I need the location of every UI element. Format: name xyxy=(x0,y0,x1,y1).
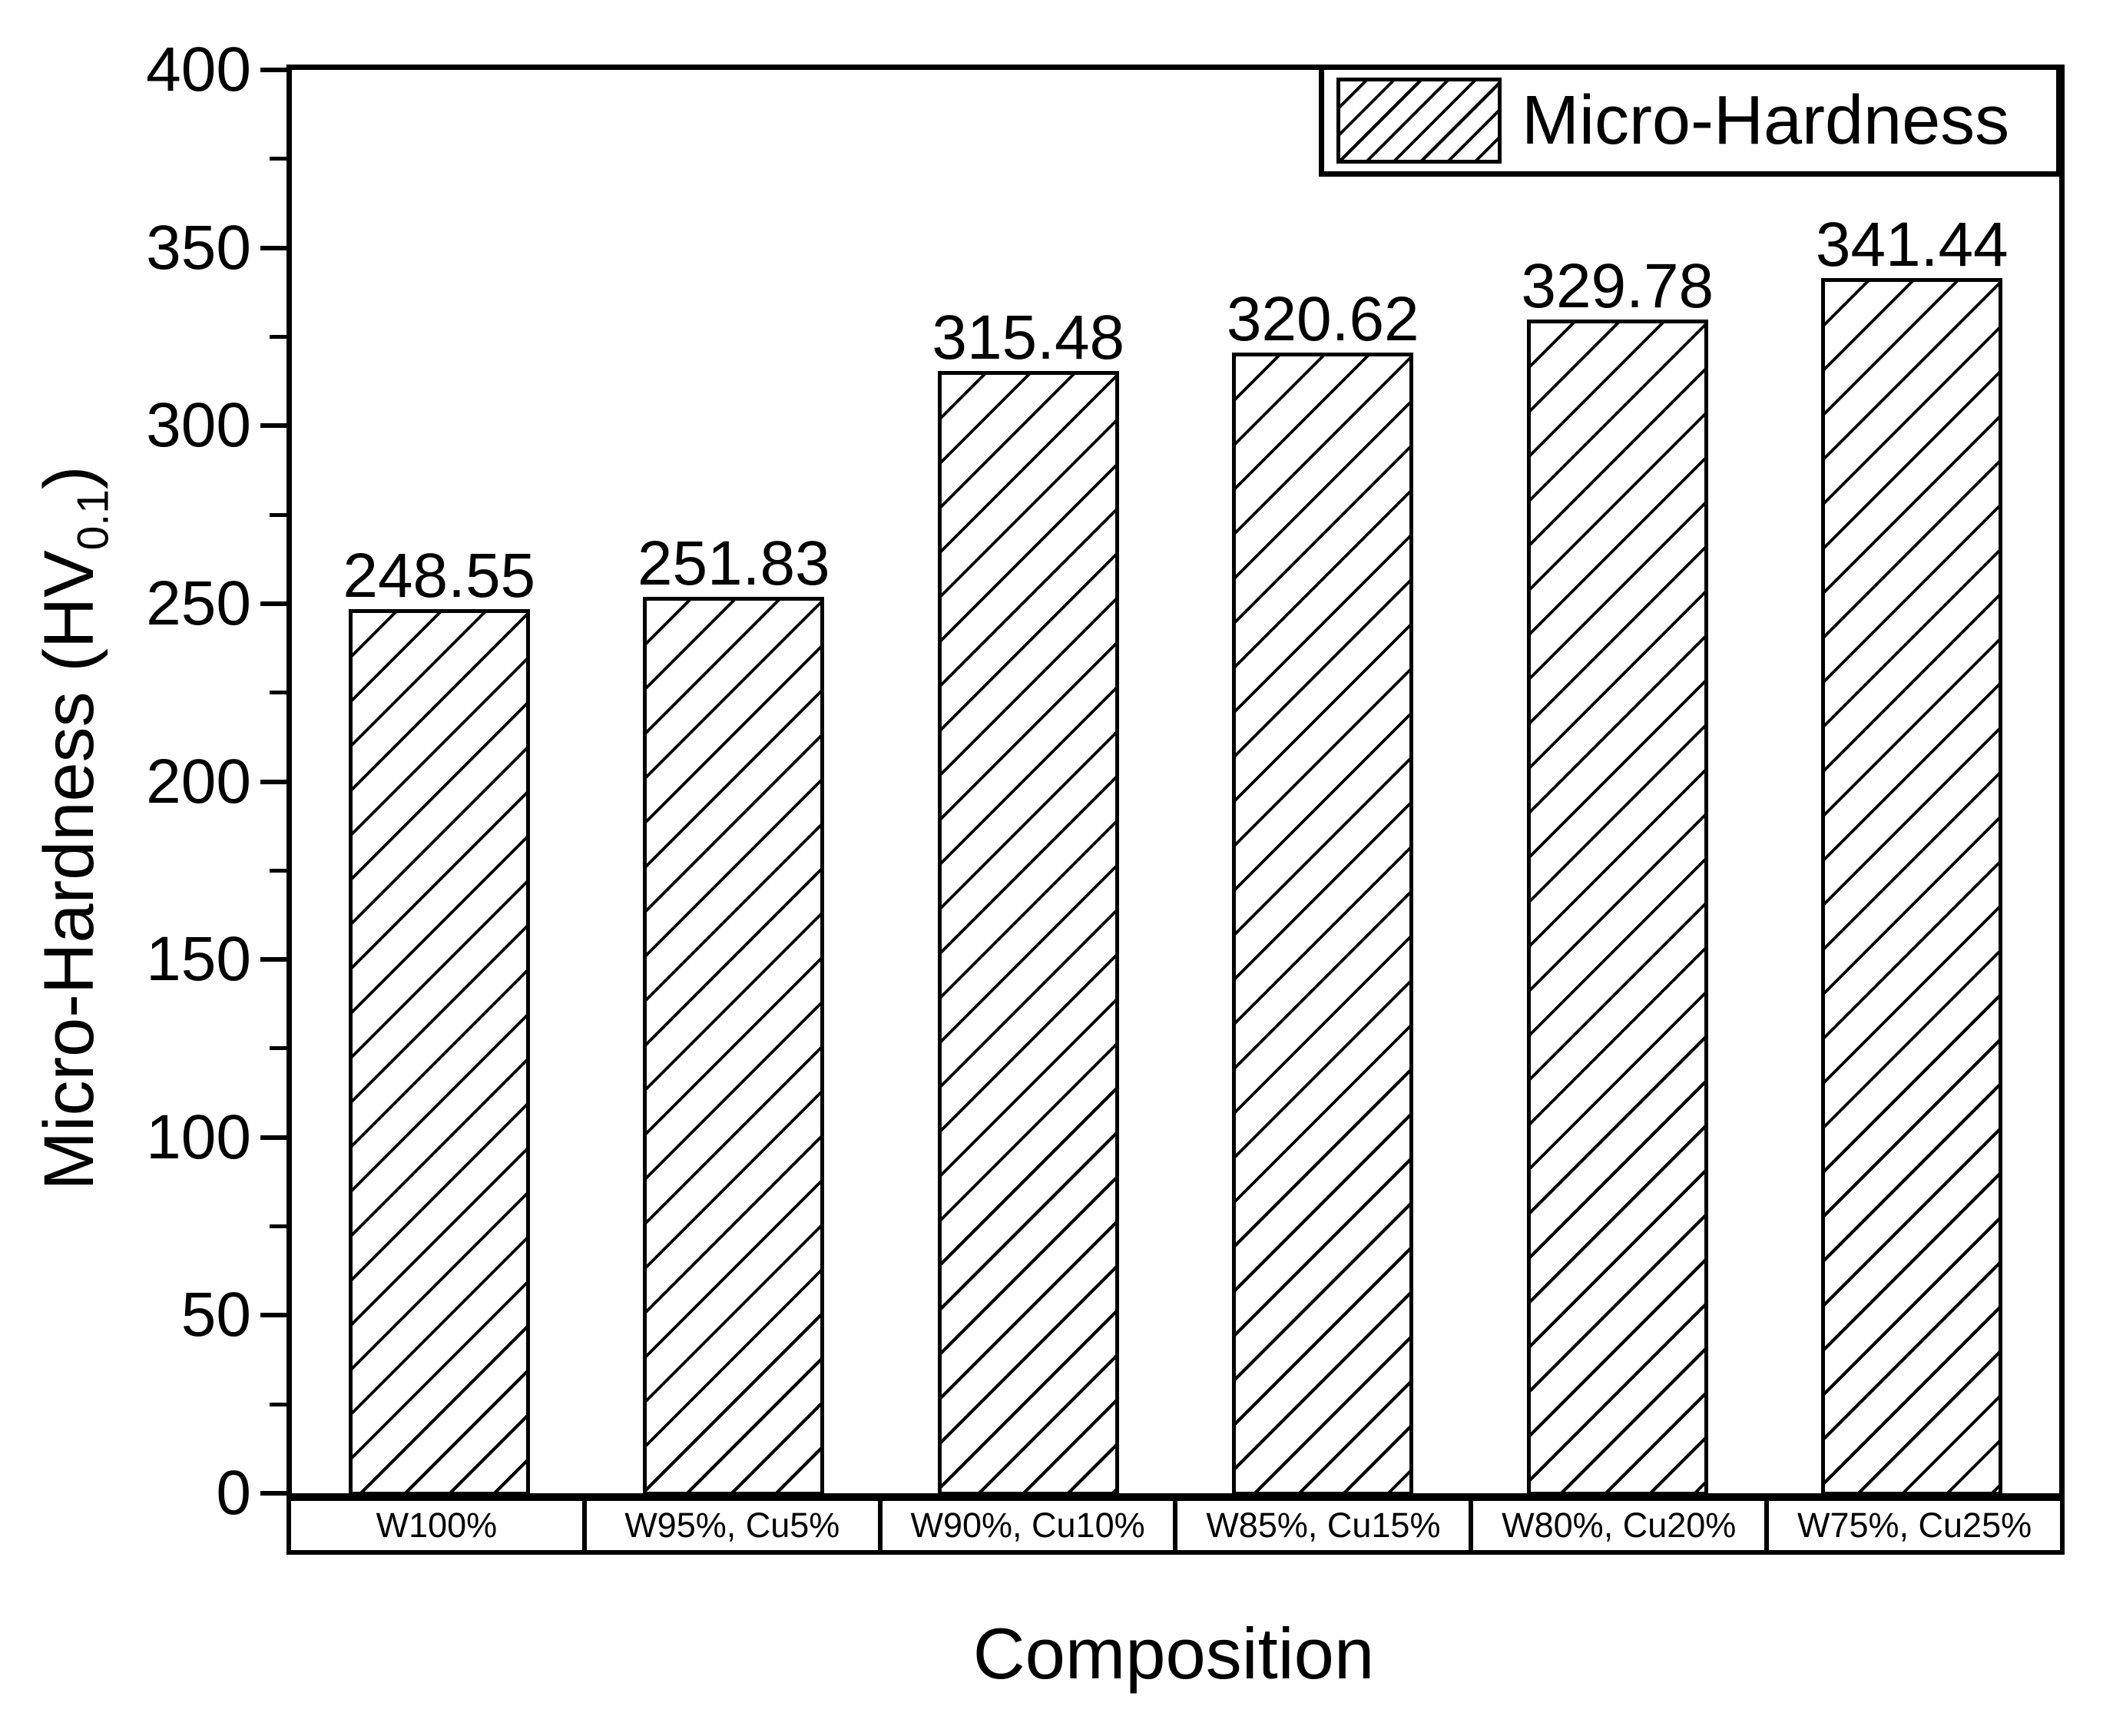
y-axis-minor-tick xyxy=(270,1402,286,1406)
y-axis-tick-label: 150 xyxy=(146,924,251,995)
bar xyxy=(1821,278,2003,1496)
y-axis-title-suffix: ) xyxy=(30,465,108,490)
y-axis-tick-label: 50 xyxy=(180,1280,251,1350)
y-axis-title-prefix: Micro-Hardness (HV xyxy=(30,550,108,1191)
y-axis-major-tick xyxy=(260,779,286,784)
y-axis-minor-tick xyxy=(270,1046,286,1051)
bar-value-label: 315.48 xyxy=(932,302,1125,373)
bar-value-label: 251.83 xyxy=(637,528,830,599)
y-axis-minor-tick xyxy=(270,868,286,873)
y-axis-tick-label: 300 xyxy=(146,390,251,461)
bar xyxy=(1526,320,1708,1496)
category-label-cell: W85%, Cu15% xyxy=(1177,1501,1474,1550)
y-axis-major-tick xyxy=(260,68,286,72)
y-axis-tick-label: 400 xyxy=(146,35,251,104)
category-label-cell: W80%, Cu20% xyxy=(1473,1501,1770,1550)
bar-value-label: 329.78 xyxy=(1521,251,1714,322)
y-axis-tick-label: 200 xyxy=(146,746,251,817)
bar-value-label: 341.44 xyxy=(1815,210,2009,280)
y-axis-major-tick xyxy=(260,1313,286,1318)
y-axis-minor-tick xyxy=(270,512,286,517)
y-axis-tick-label: 100 xyxy=(146,1102,251,1172)
y-axis-minor-tick xyxy=(270,691,286,695)
y-axis-tick-label: 350 xyxy=(146,212,251,283)
y-axis-major-tick xyxy=(260,957,286,962)
bar-value-label: 320.62 xyxy=(1226,283,1419,354)
category-label-cell: W90%, Cu10% xyxy=(882,1501,1178,1550)
y-axis-major-tick xyxy=(260,601,286,606)
bar xyxy=(643,597,825,1496)
category-label-cell: W75%, Cu25% xyxy=(1769,1501,2060,1550)
y-axis-title-subscript: 0.1 xyxy=(68,489,118,551)
y-axis-tick-label: 250 xyxy=(146,568,251,638)
y-axis-major-tick xyxy=(260,245,286,250)
y-axis-major-tick xyxy=(260,423,286,429)
bar xyxy=(1232,352,1414,1496)
plot-area-frame xyxy=(286,65,2065,1499)
x-axis-title: Composition xyxy=(972,1613,1375,1694)
legend-label: Micro-Hardness xyxy=(1522,82,2010,159)
y-axis-tick-label: 0 xyxy=(216,1458,251,1528)
y-axis-minor-tick xyxy=(270,334,286,339)
bar xyxy=(348,608,530,1496)
legend: Micro-Hardness xyxy=(1319,65,2062,177)
bar xyxy=(937,370,1119,1496)
category-label-cell: W95%, Cu5% xyxy=(586,1501,883,1550)
y-axis-minor-tick xyxy=(270,1224,286,1229)
y-axis-title: Micro-Hardness (HV0.1) xyxy=(30,214,118,1443)
category-label-cell: W100% xyxy=(291,1501,587,1550)
y-axis-major-tick xyxy=(260,1491,286,1496)
bar-value-label: 248.55 xyxy=(343,540,536,611)
x-axis-category-row: W100% W95%, Cu5% W90%, Cu10% W85%, Cu15% W80… xyxy=(286,1496,2065,1555)
y-axis-minor-tick xyxy=(270,157,286,161)
y-axis-major-tick xyxy=(260,1135,286,1140)
legend-hatch-swatch xyxy=(1336,78,1502,164)
